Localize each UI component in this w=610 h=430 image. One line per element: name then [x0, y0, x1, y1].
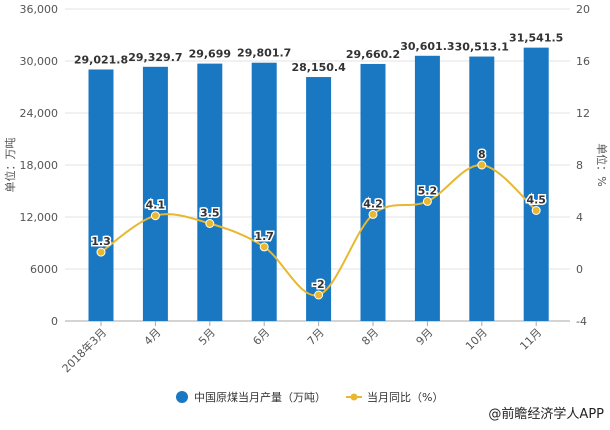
legend-bar-marker: [176, 391, 188, 403]
credit-text: @前瞻经济学人APP: [488, 407, 604, 422]
x-tick-label: 4月: [142, 326, 164, 348]
y-axis-title: 单位：万吨: [3, 138, 17, 193]
y-tick-label: 30,000: [20, 55, 59, 68]
bar: [251, 62, 277, 322]
bar: [197, 63, 223, 321]
y-tick-label: 12,000: [20, 211, 59, 224]
bar-data-label: 29,329.7: [128, 51, 182, 64]
line-data-label: 3.5: [200, 207, 220, 220]
line-point: [368, 209, 378, 219]
x-tick-label: 6月: [250, 326, 272, 348]
line-point: [96, 247, 106, 257]
bar: [142, 66, 168, 321]
line-point: [150, 211, 160, 221]
x-tick-label: 9月: [414, 326, 436, 348]
x-tick-label: 5月: [196, 326, 218, 348]
y-tick-label: 36,000: [20, 3, 59, 16]
bar-data-label: 30,513.1: [455, 41, 509, 54]
x-tick-label: 2018年3月: [59, 325, 109, 375]
y-tick-label: 0: [51, 315, 58, 328]
bar: [88, 69, 114, 322]
bar: [306, 77, 332, 321]
bar-data-label: 29,660.2: [346, 48, 400, 61]
y2-tick-label: 12: [576, 107, 590, 120]
y2-tick-label: 4: [576, 211, 583, 224]
legend-line-label: 当月同比（%）: [367, 390, 443, 404]
line-point: [259, 242, 269, 252]
y2-tick-label: 16: [576, 55, 590, 68]
bar-data-label: 29,699: [189, 48, 231, 61]
legend-line-dot: [350, 393, 358, 401]
x-tick-label: 10月: [463, 326, 490, 353]
bar: [414, 55, 440, 322]
x-tick-label: 7月: [305, 326, 327, 348]
y2-tick-label: 8: [576, 159, 583, 172]
y2-tick-label: 20: [576, 3, 590, 16]
line-point: [205, 219, 215, 228]
bar: [469, 56, 495, 322]
y2-axis-title: 单位：%: [595, 143, 609, 186]
line-point: [477, 160, 487, 170]
y2-tick-label: -4: [576, 315, 587, 328]
line-data-label: 4.2: [363, 197, 383, 210]
bar: [523, 47, 549, 322]
line-data-label: 4.5: [526, 194, 546, 207]
line-data-label: 8: [478, 148, 486, 161]
y2-tick-label: 0: [576, 263, 583, 276]
bar-data-label: 28,150.4: [291, 61, 346, 74]
legend-bar-label: 中国原煤当月产量（万吨）: [194, 390, 326, 404]
bar: [360, 63, 386, 321]
line-data-label: 4.1: [146, 199, 166, 212]
x-tick-label: 8月: [359, 326, 381, 348]
line-point: [422, 196, 432, 206]
line-point: [314, 290, 324, 300]
line-point: [531, 206, 541, 215]
line-data-label: -2: [312, 278, 324, 291]
bar-data-label: 29,021.8: [74, 53, 128, 66]
bar-data-label: 30,601.3: [400, 40, 454, 53]
y-tick-label: 24,000: [20, 107, 59, 120]
x-tick-label: 11月: [517, 326, 544, 353]
bar-data-label: 29,801.7: [237, 47, 291, 60]
line-data-label: 1.7: [254, 230, 274, 243]
line-data-label: 5.2: [418, 184, 438, 197]
line-data-label: 1.3: [91, 235, 111, 248]
bar-data-label: 31,541.5: [509, 32, 563, 45]
y-tick-label: 6000: [30, 263, 58, 276]
y-tick-label: 18,000: [20, 159, 59, 172]
